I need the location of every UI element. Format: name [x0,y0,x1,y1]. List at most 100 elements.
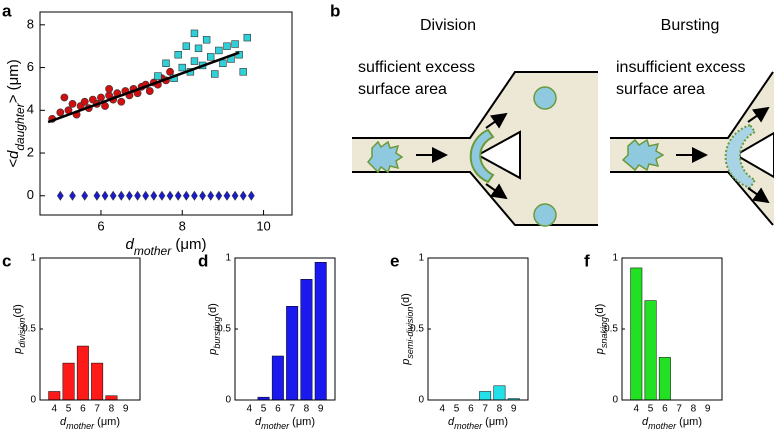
point [134,190,141,201]
point [207,190,215,201]
point [223,190,231,201]
point [182,42,191,50]
x-tick-label: 5 [261,404,267,415]
y-axis-label-rest: (d) [400,293,412,306]
point [239,68,247,76]
point [101,190,109,201]
y-tick-label: 1 [30,253,36,264]
x-axis-label-main: d [642,416,649,428]
x-tick-label: 5 [648,404,654,415]
x-axis-label: dmother (μm) [642,416,702,431]
bar [644,300,657,401]
point [81,190,89,201]
x-axis-label-sub: mother [454,421,483,431]
x-tick-label: 8 [109,404,115,415]
x-tick-label: 10 [256,218,270,233]
point [56,108,65,117]
point [162,59,170,67]
x-axis-label-rest: (μm) [171,236,206,253]
point [174,190,182,201]
point [215,46,223,55]
x-tick-label: 4 [440,404,446,415]
point [178,63,186,72]
point [211,70,219,78]
panel-label: e [390,251,399,270]
y-tick-label: 0 [27,187,34,202]
point [145,87,154,95]
y-axis-label: psemi-division(d) [400,293,415,366]
panel-label: a [2,1,12,20]
point [243,33,251,42]
y-tick-label: 0.5 [217,324,231,335]
x-axis-label: dmother (μm) [126,236,207,258]
y-axis-label-rest: (d) [12,304,24,317]
x-axis-label-rest: (μm) [676,416,702,428]
point [117,190,125,201]
y-axis-label: pdivision(d) [12,304,27,355]
diagram-text: surface area [616,81,705,98]
bar [62,362,75,401]
x-axis-label: dmother (μm) [255,416,315,431]
x-tick-label: 4 [634,404,640,415]
point [231,190,239,201]
point [190,29,199,38]
point [247,190,255,201]
x-tick-label: 7 [289,404,295,415]
x-tick-label: 9 [511,404,517,415]
y-tick-label: 0.5 [410,324,424,335]
point [142,190,150,201]
point [126,190,133,201]
point [231,40,239,48]
plot-frame [39,11,293,216]
panel-label: f [584,251,590,270]
point [239,190,247,201]
bar [105,395,118,401]
point [60,93,69,102]
bar [479,391,492,401]
x-tick-label: 6 [275,404,281,415]
point [182,190,190,201]
y-tick-label: 0 [612,395,618,406]
panel-label: c [2,251,11,270]
x-tick-label: 7 [94,404,100,415]
x-tick-label: 7 [482,404,488,415]
y-axis-label-main: <d [5,150,22,168]
plot-frame [39,257,141,401]
x-tick-label: 8 [497,404,503,415]
x-axis-label-sub: mother [261,421,290,431]
x-tick-label: 9 [318,404,324,415]
point [166,67,174,76]
point [207,53,215,61]
x-tick-label: 6 [662,404,668,415]
y-axis-label-sub: division [17,318,27,348]
point [68,99,77,108]
diagram-text: surface area [358,81,447,98]
x-tick-label: 4 [52,404,58,415]
y-axis-label-main: p [12,348,24,355]
y-tick-label: 0 [418,395,424,406]
bar [658,357,671,401]
y-tick-label: 1 [225,253,231,264]
bar [314,262,327,401]
plot-frame [427,257,529,401]
panel-label: b [330,1,340,20]
x-axis-label: dmother (μm) [60,416,120,431]
point [215,190,223,201]
y-tick-label: 1 [418,253,424,264]
x-tick-label: 7 [676,404,682,415]
point [80,97,89,106]
y-axis-label: psnaking(d) [594,304,609,356]
point [109,190,117,201]
point [190,57,199,65]
division-diagram [352,71,598,227]
point [56,190,64,201]
x-tick-label: 5 [66,404,72,415]
point [97,93,105,102]
x-axis-label-main: d [126,236,135,253]
fit-line [47,51,240,124]
x-axis-label-main: d [448,416,455,428]
point [166,190,174,201]
x-tick-label: 6 [468,404,474,415]
y-axis-label: pbursting(d) [207,303,222,356]
point [219,59,227,67]
